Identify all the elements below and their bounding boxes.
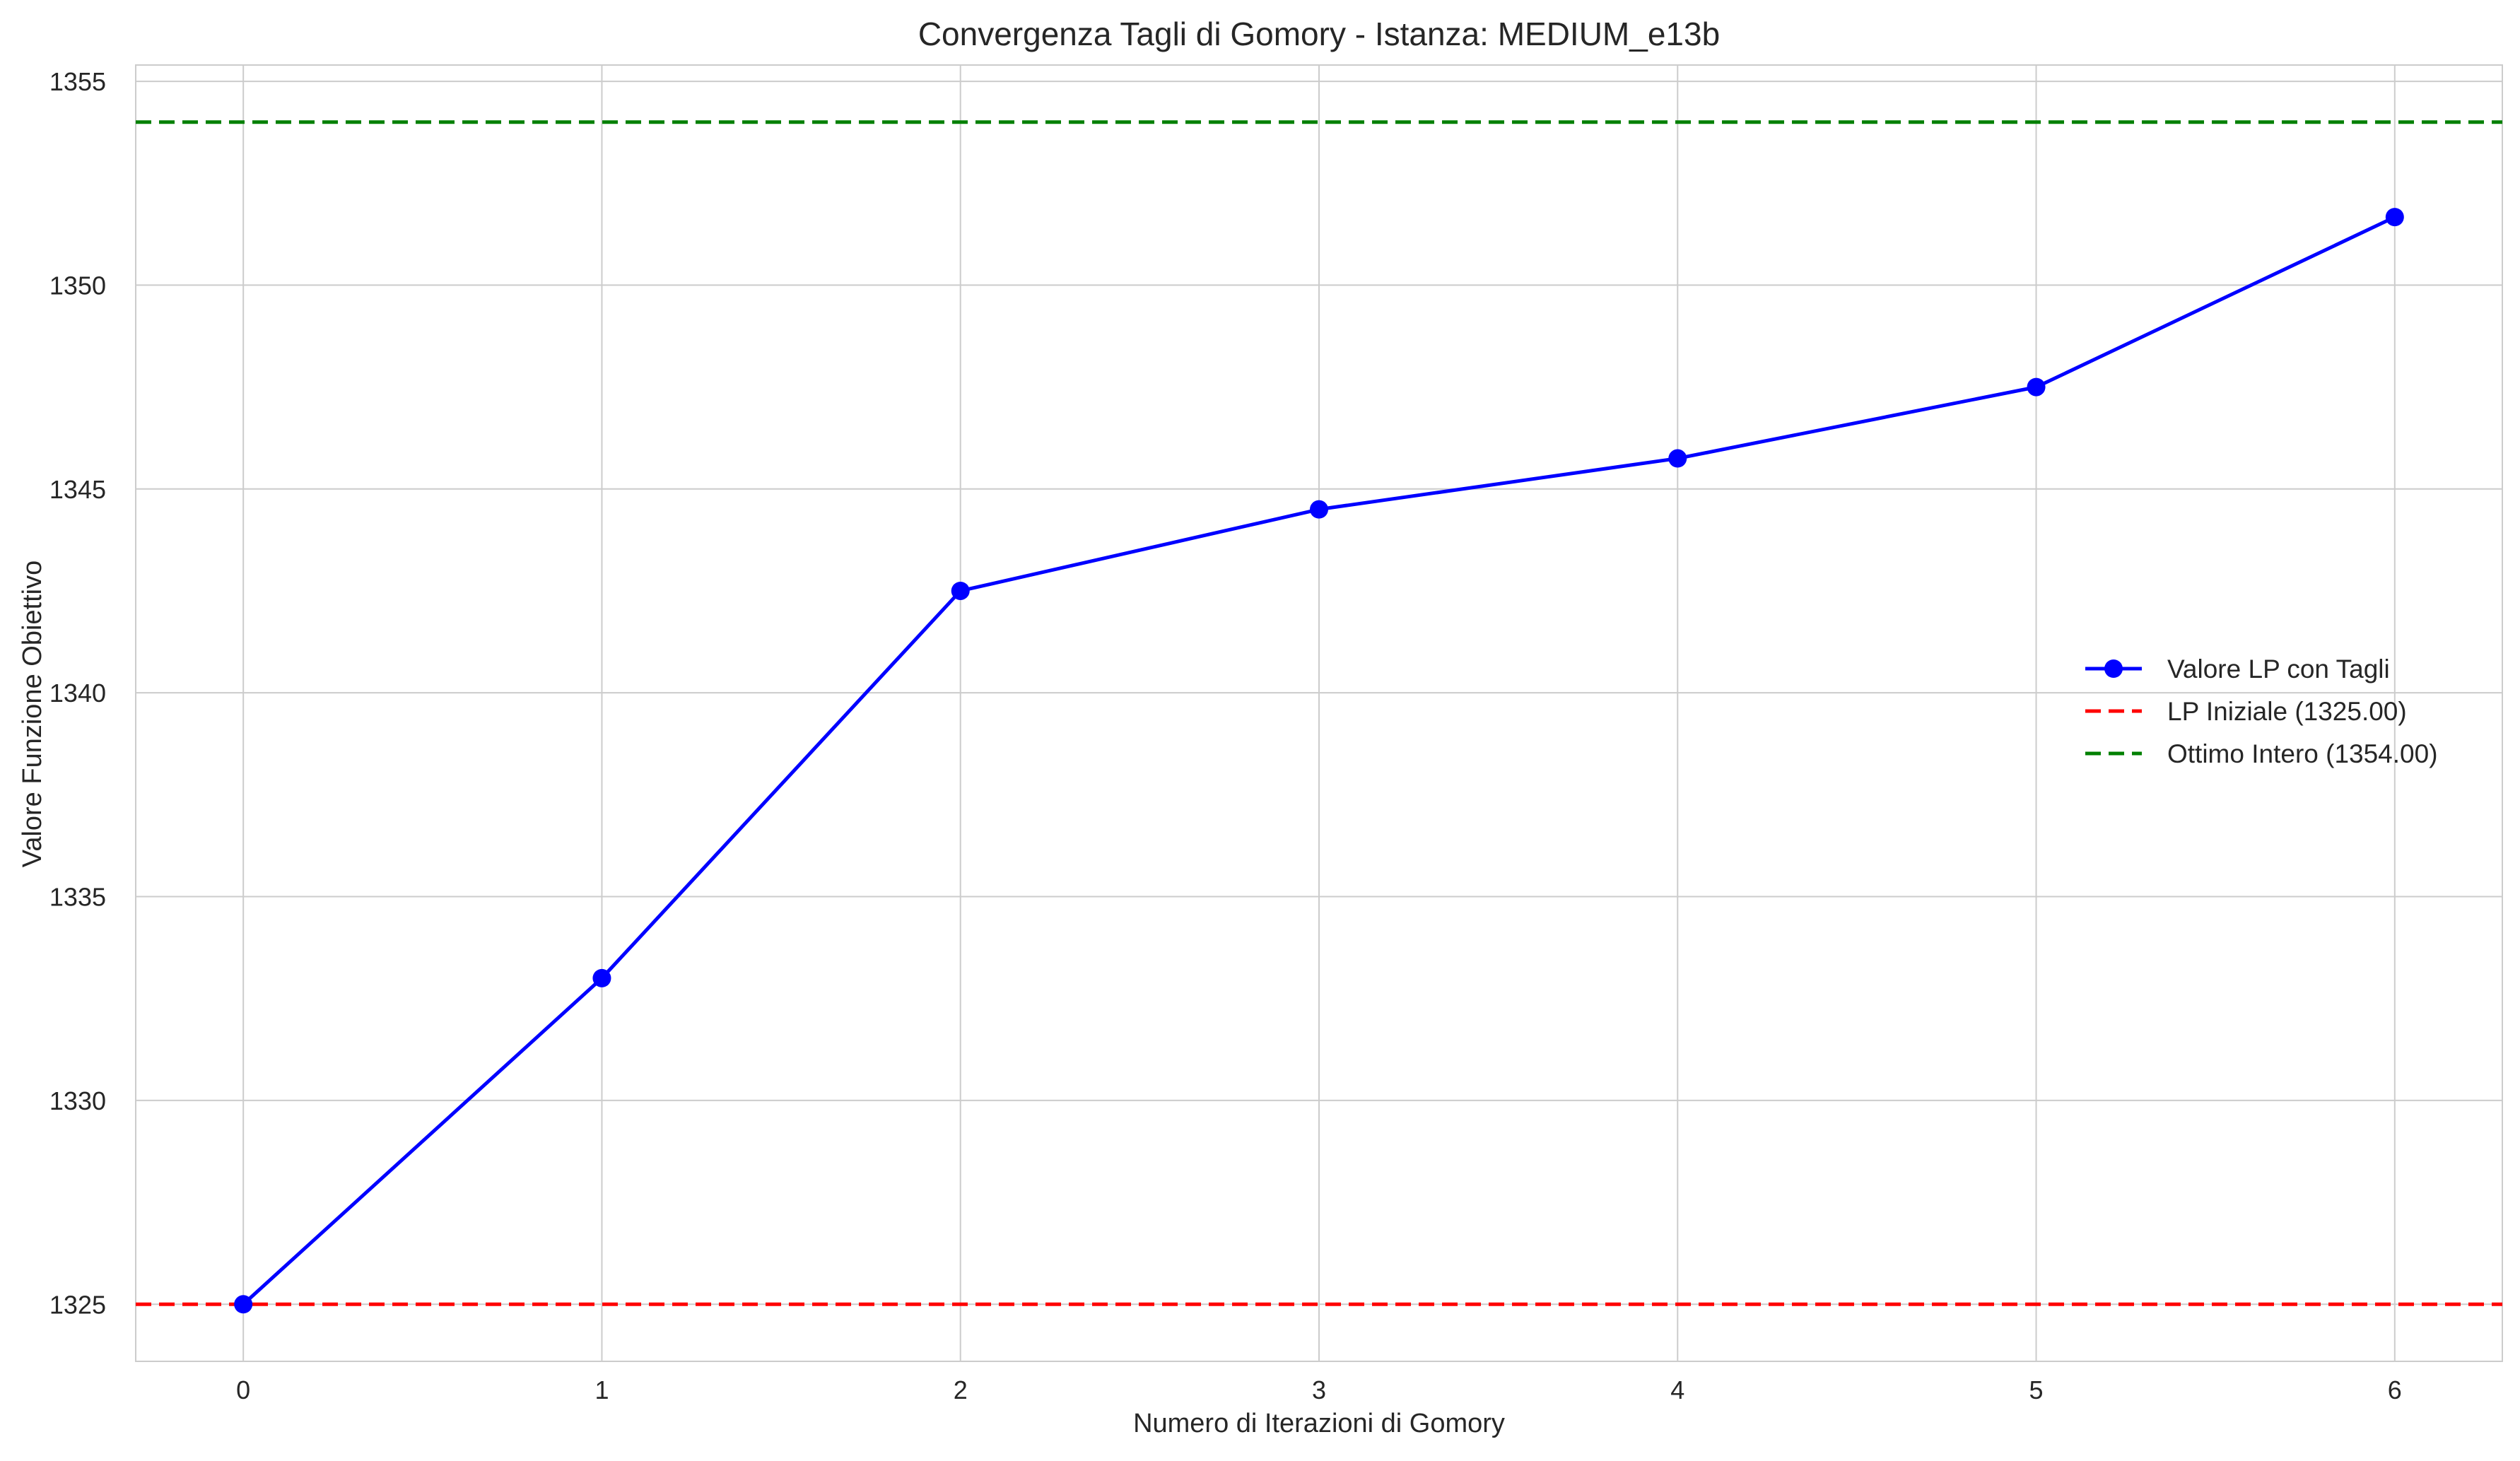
x-axis-label: Numero di Iterazioni di Gomory [1133,1409,1505,1438]
x-tick-label: 6 [2388,1375,2402,1404]
legend-label: Valore LP con Tagli [2167,655,2390,683]
plot-area-frame [135,64,2503,1362]
y-axis-label: Valore Funzione Obiettivo [18,561,47,867]
y-tick-labels: 1325 1330 1335 1340 1345 1350 1355 [49,67,106,1319]
data-point [2027,377,2046,397]
data-point [951,581,970,600]
data-point [1310,500,1328,519]
x-tick-label: 2 [954,1375,968,1404]
y-tick-label: 1325 [49,1290,106,1319]
y-tick-label: 1350 [49,271,106,300]
y-tick-label: 1330 [49,1086,106,1115]
x-tick-labels: 0 1 2 3 4 5 6 [236,1375,2402,1404]
legend-label: Ottimo Intero (1354.00) [2167,739,2438,768]
grid-lines [136,65,2502,1361]
data-series [234,208,2404,1314]
y-tick-label: 1345 [49,475,106,504]
x-tick-label: 1 [594,1375,609,1404]
legend-marker [2104,659,2123,678]
legend: Valore LP con Tagli LP Iniziale (1325.00)… [2085,655,2438,768]
x-tick-label: 4 [1670,1375,1684,1404]
legend-label: LP Iniziale (1325.00) [2167,697,2407,726]
data-point [2385,208,2404,227]
y-tick-label: 1355 [49,67,106,96]
x-tick-label: 3 [1312,1375,1326,1404]
x-tick-label: 5 [2029,1375,2044,1404]
reference-lines [136,120,2502,1306]
data-point [592,968,611,987]
y-tick-label: 1335 [49,883,106,912]
data-point [1668,449,1687,468]
chart-title: Convergenza Tagli di Gomory - Istanza: M… [918,16,1720,52]
data-point [234,1295,253,1314]
x-tick-label: 0 [236,1375,250,1404]
y-tick-label: 1340 [49,679,106,708]
